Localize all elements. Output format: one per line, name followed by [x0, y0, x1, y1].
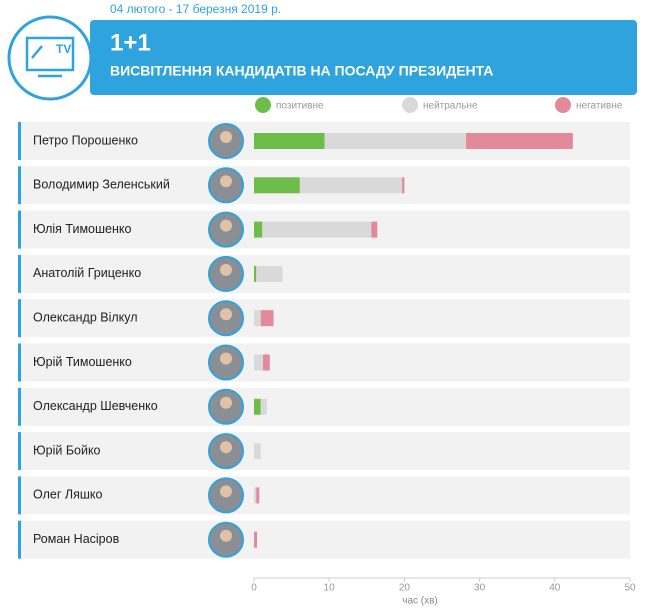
row-accent [18, 520, 21, 559]
svg-text:TV: TV [56, 42, 71, 56]
row-background [18, 299, 630, 338]
row-background [18, 520, 630, 559]
avatar-head [220, 131, 232, 143]
candidate-name: Юрій Тимошенко [33, 355, 132, 369]
avatar-head [220, 529, 232, 542]
chart-subtitle: ВИСВІТЛЕННЯ КАНДИДАТІВ НА ПОСАДУ ПРЕЗИДЕ… [110, 63, 493, 79]
bar-segment [260, 398, 267, 415]
bar-segment [256, 265, 283, 282]
bar-segment [324, 133, 467, 149]
bar-segment [256, 487, 260, 504]
bar-segment [254, 354, 264, 371]
avatar-head [220, 441, 232, 454]
bar-segment [254, 133, 325, 149]
x-tick-label: 20 [399, 583, 411, 594]
bar-segment [263, 354, 270, 371]
bar-segment [254, 177, 300, 194]
legend-swatch [555, 97, 571, 113]
avatar-head [220, 485, 232, 498]
x-tick-label: 10 [324, 583, 336, 594]
row-background [18, 343, 630, 382]
candidate-name: Петро Порошенко [33, 133, 138, 147]
row-accent [18, 166, 21, 205]
bar-segment [371, 221, 378, 238]
row-accent [18, 122, 21, 160]
bar-segment [260, 310, 274, 327]
x-tick-label: 30 [474, 583, 486, 594]
avatar-head [220, 308, 232, 321]
row-accent [18, 299, 21, 338]
x-axis-label: час (хв) [402, 596, 438, 607]
bar-segment [254, 398, 261, 415]
candidate-name: Юрій Бойко [33, 443, 101, 457]
row-background [18, 432, 630, 471]
row-accent [18, 432, 21, 471]
row-background [18, 476, 630, 515]
x-tick-label: 40 [549, 583, 561, 594]
bar-segment [402, 177, 405, 194]
chart-title: 1+1 [110, 29, 151, 56]
candidate-name: Володимир Зеленський [33, 178, 170, 192]
legend-swatch [255, 97, 271, 113]
row-accent [18, 254, 21, 293]
tv-icon: TV [25, 36, 75, 78]
x-tick-label: 50 [624, 583, 636, 594]
tv-icon-circle [7, 15, 93, 101]
row-accent [18, 343, 21, 382]
candidate-name: Олег Ляшко [33, 488, 102, 502]
bar-segment [254, 531, 258, 548]
date-range: 04 лютого - 17 березня 2019 р. [110, 2, 281, 16]
legend-swatch [402, 97, 418, 113]
bar-segment [254, 487, 257, 504]
candidate-name: Олександр Шевченко [33, 399, 158, 413]
avatar-head [220, 175, 232, 188]
legend-label: негативне [576, 101, 623, 112]
candidate-name: Юлія Тимошенко [33, 222, 131, 236]
bar-segment [466, 133, 573, 149]
candidate-name: Анатолій Гриценко [33, 266, 141, 280]
avatar-head [220, 352, 232, 365]
row-background [18, 387, 630, 426]
bar-segment [254, 265, 257, 282]
bar-segment [254, 221, 263, 238]
bar-segment [254, 310, 261, 327]
bar-segment [254, 443, 261, 460]
header-banner [90, 20, 637, 95]
candidate-name: Олександр Вілкул [33, 310, 138, 324]
avatar-head [220, 396, 232, 409]
legend-label: нейтральне [423, 101, 478, 112]
row-accent [18, 210, 21, 249]
row-accent [18, 476, 21, 515]
avatar-head [220, 263, 232, 276]
avatar-head [220, 219, 232, 232]
row-accent [18, 387, 21, 426]
bar-segment [262, 221, 372, 238]
bar-segment [299, 177, 403, 194]
legend-label: позитивне [276, 101, 324, 112]
x-tick-label: 0 [251, 583, 257, 594]
candidate-name: Роман Насіров [33, 532, 120, 546]
row-background [18, 254, 630, 293]
